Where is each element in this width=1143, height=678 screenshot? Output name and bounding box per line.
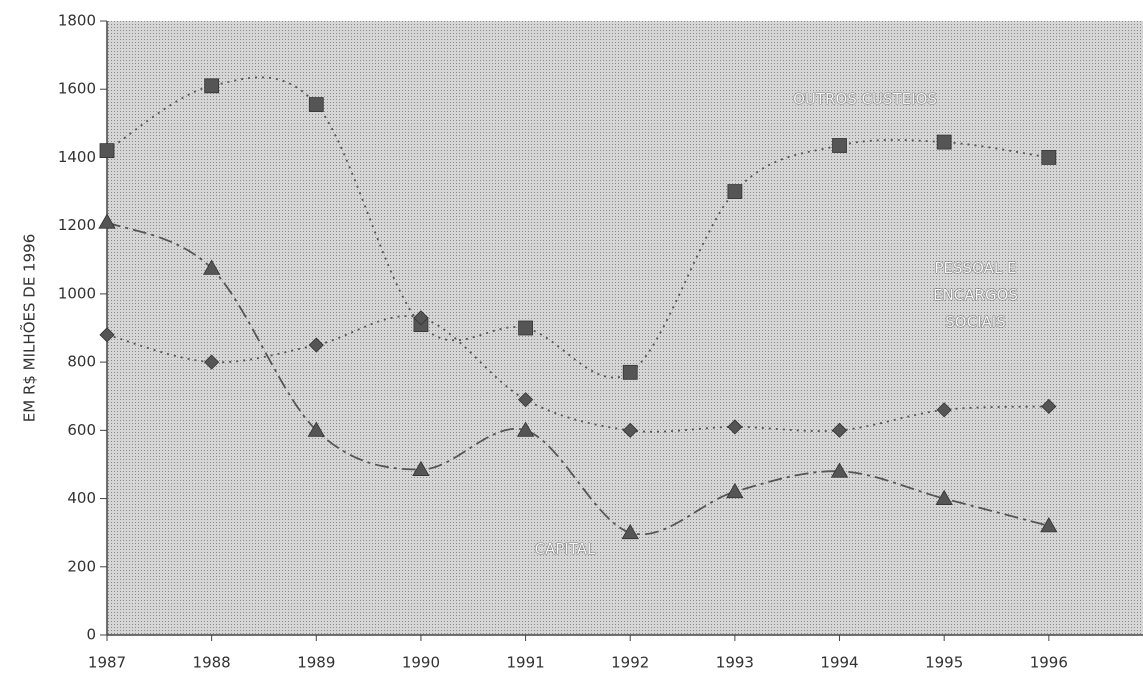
x-tick-label: 1996 [1030,654,1068,672]
marker [622,364,638,380]
x-tick-label: 1987 [88,654,126,672]
marker [832,138,847,153]
marker [518,320,533,336]
y-tick-label: 800 [67,353,96,371]
marker [935,489,953,505]
marker [936,134,952,150]
series-label: OUTROS CUSTEIOS [793,90,937,108]
x-tick-label: 1990 [402,654,440,672]
marker [516,421,535,437]
y-tick-label: 1000 [58,284,96,302]
marker [413,310,429,326]
y-axis-label: EM R$ MILHÕES DE 1996 [20,234,39,422]
x-tick-label: 1995 [925,654,963,672]
marker [202,259,221,275]
marker [412,460,430,476]
y-tick-label: 600 [67,421,96,439]
marker [1041,398,1057,415]
marker [1040,517,1058,533]
plot-area [107,21,1143,635]
marker [518,392,534,408]
marker [727,419,743,435]
marker [936,402,952,418]
series-line [106,221,1050,536]
x-tick-label: 1993 [716,654,754,672]
y-tick-label: 0 [86,626,96,644]
marker [830,462,849,478]
series-label: CAPITAL [534,540,596,558]
marker [1041,150,1057,165]
marker [726,482,744,499]
marker [204,354,220,370]
y-tick-label: 400 [67,489,96,507]
marker [308,337,324,353]
marker [308,97,324,112]
x-tick-label: 1994 [820,654,858,672]
series-line [106,315,1049,433]
marker [622,422,638,438]
marker [831,422,848,438]
marker [98,213,116,229]
x-tick-label: 1992 [611,654,649,672]
x-tick-label: 1989 [297,654,335,672]
marker [307,421,325,437]
marker [99,327,115,343]
series-label: PESSOAL E ENCARGOS SOCIAIS [933,259,1018,331]
y-tick-label: 1800 [58,12,96,30]
marker [204,78,220,94]
y-tick-label: 200 [67,557,96,575]
y-tick-label: 1600 [58,80,96,98]
marker [99,143,115,159]
x-tick-label: 1988 [193,654,231,672]
x-tick-label: 1991 [506,654,544,672]
y-tick-label: 1400 [58,148,96,166]
y-tick-label: 1200 [58,216,96,234]
marker [727,184,743,199]
marker [621,523,639,540]
